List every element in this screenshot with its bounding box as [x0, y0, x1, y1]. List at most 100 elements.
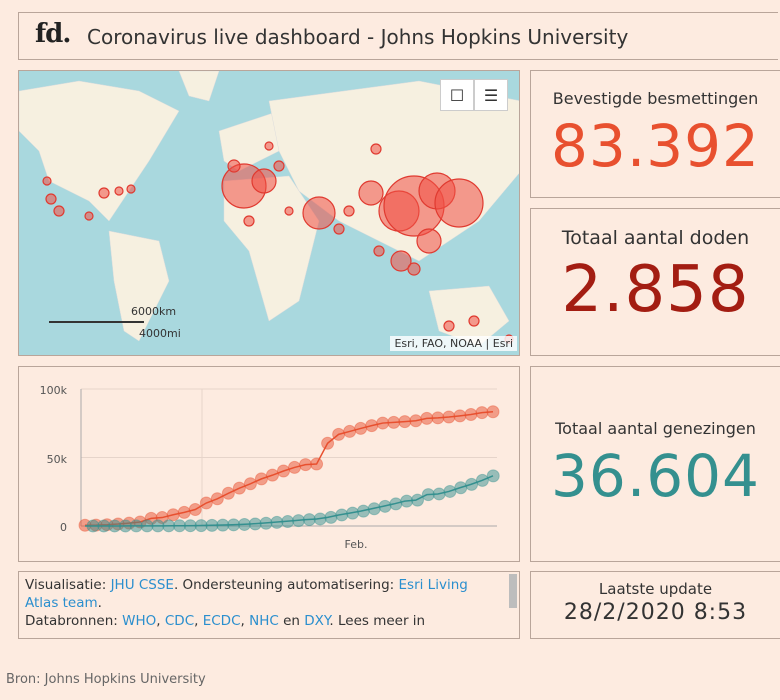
- data-point[interactable]: [454, 481, 468, 495]
- timeline-chart[interactable]: 100k 50k 0 Feb.: [18, 366, 520, 562]
- data-point[interactable]: [475, 406, 489, 420]
- case-bubble: [358, 180, 384, 206]
- case-bubble: [114, 186, 124, 196]
- cdc-link[interactable]: CDC: [164, 613, 195, 629]
- credits-text-part: Databronnen:: [25, 613, 123, 629]
- data-point[interactable]: [118, 519, 132, 533]
- ecdc-link[interactable]: ECDC: [202, 613, 241, 629]
- data-point[interactable]: [367, 502, 381, 516]
- map[interactable]: 6000km 4000mi ☐ ☰ Esri, FAO, NOAA | Esri: [18, 70, 520, 356]
- data-point[interactable]: [365, 419, 379, 433]
- case-bubble: [416, 228, 442, 254]
- data-point[interactable]: [221, 486, 235, 500]
- data-point[interactable]: [475, 473, 489, 487]
- case-bubble: [273, 160, 285, 172]
- data-point[interactable]: [140, 519, 154, 533]
- data-point[interactable]: [199, 496, 213, 510]
- data-point[interactable]: [259, 516, 273, 530]
- data-point[interactable]: [97, 519, 111, 533]
- data-point[interactable]: [151, 519, 165, 533]
- data-point[interactable]: [420, 411, 434, 425]
- data-point[interactable]: [292, 514, 306, 528]
- data-point[interactable]: [453, 409, 467, 423]
- data-point[interactable]: [183, 519, 197, 533]
- data-point[interactable]: [389, 497, 403, 511]
- data-point[interactable]: [398, 415, 412, 429]
- data-point[interactable]: [173, 519, 187, 533]
- data-point[interactable]: [232, 481, 246, 495]
- deaths-value: 2.858: [561, 253, 750, 327]
- case-bubble: [84, 211, 94, 221]
- data-point[interactable]: [108, 519, 122, 533]
- data-point[interactable]: [376, 416, 390, 430]
- data-point[interactable]: [254, 472, 268, 486]
- data-point[interactable]: [194, 519, 208, 533]
- data-point[interactable]: [432, 487, 446, 501]
- data-point[interactable]: [216, 518, 230, 532]
- data-point[interactable]: [288, 460, 302, 474]
- data-point[interactable]: [248, 517, 262, 531]
- data-point[interactable]: [465, 477, 479, 491]
- data-point[interactable]: [227, 518, 241, 532]
- data-point[interactable]: [464, 407, 478, 421]
- jhu-link[interactable]: JHU CSSE: [110, 577, 174, 593]
- map-canvas[interactable]: [19, 71, 520, 356]
- who-link[interactable]: WHO: [122, 613, 157, 629]
- confirmed-value: 83.392: [551, 112, 760, 180]
- confirmed-label: Bevestigde besmettingen: [552, 89, 759, 108]
- data-point[interactable]: [421, 488, 435, 502]
- data-point[interactable]: [265, 468, 279, 482]
- data-point[interactable]: [270, 515, 284, 529]
- data-point[interactable]: [335, 508, 349, 522]
- data-point[interactable]: [321, 436, 335, 450]
- case-bubble: [284, 206, 294, 216]
- page-title: Coronavirus live dashboard - Johns Hopki…: [87, 25, 629, 49]
- data-point[interactable]: [177, 505, 191, 519]
- data-point[interactable]: [431, 411, 445, 425]
- case-bubble: [333, 223, 345, 235]
- data-point[interactable]: [324, 510, 338, 524]
- data-point[interactable]: [343, 424, 357, 438]
- scale-mi: 4000mi: [139, 327, 181, 340]
- data-point[interactable]: [346, 506, 360, 520]
- legend-list-icon[interactable]: ☰: [474, 79, 508, 111]
- data-point[interactable]: [356, 504, 370, 518]
- data-point[interactable]: [299, 458, 313, 472]
- source-footer: Bron: Johns Hopkins University: [6, 672, 206, 687]
- data-point[interactable]: [129, 519, 143, 533]
- data-point[interactable]: [410, 493, 424, 507]
- data-point[interactable]: [205, 518, 219, 532]
- data-point[interactable]: [276, 464, 290, 478]
- data-point[interactable]: [210, 492, 224, 506]
- data-point[interactable]: [486, 469, 500, 483]
- data-point[interactable]: [354, 421, 368, 435]
- data-point[interactable]: [237, 517, 251, 531]
- data-point[interactable]: [313, 512, 327, 526]
- data-point[interactable]: [378, 499, 392, 513]
- data-point[interactable]: [162, 519, 176, 533]
- nhc-link[interactable]: NHC: [249, 613, 279, 629]
- data-point[interactable]: [188, 503, 202, 517]
- case-bubble: [53, 205, 65, 217]
- data-point[interactable]: [442, 410, 456, 424]
- case-bubble: [443, 320, 455, 332]
- data-point[interactable]: [409, 414, 423, 428]
- case-bubble: [251, 168, 277, 194]
- data-point[interactable]: [332, 427, 346, 441]
- data-point[interactable]: [310, 457, 324, 471]
- bookmark-icon[interactable]: ☐: [440, 79, 474, 111]
- data-point[interactable]: [443, 484, 457, 498]
- data-point[interactable]: [86, 519, 100, 533]
- data-point[interactable]: [243, 477, 257, 491]
- esri-link[interactable]: Esri Living Atlas team: [25, 577, 468, 611]
- data-point[interactable]: [486, 405, 500, 419]
- data-point[interactable]: [166, 508, 180, 522]
- credits-text: Visualisatie: JHU CSSE. Ondersteuning au…: [18, 571, 520, 639]
- data-point[interactable]: [281, 515, 295, 529]
- dxy-link[interactable]: DXY: [304, 613, 330, 629]
- data-point[interactable]: [400, 494, 414, 508]
- data-point[interactable]: [387, 415, 401, 429]
- case-bubble: [264, 141, 274, 151]
- data-point[interactable]: [302, 513, 316, 527]
- scrollbar[interactable]: [509, 574, 517, 608]
